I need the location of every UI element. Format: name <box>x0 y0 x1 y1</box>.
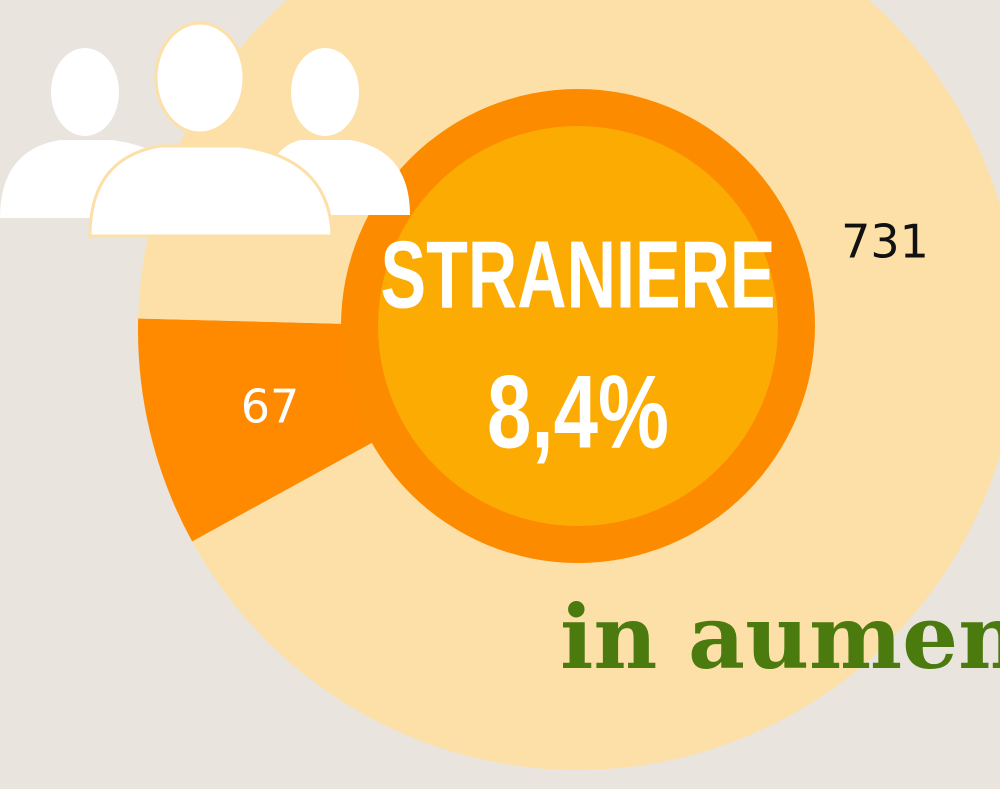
center-title: STRANIERE <box>381 221 776 328</box>
slice-label: 67 <box>241 380 300 434</box>
annotation: in aumento <box>560 585 1000 689</box>
center-disc <box>378 126 778 526</box>
slice-label: 731 <box>841 215 929 269</box>
center-value: 8,4% <box>487 354 669 470</box>
people-icon <box>0 21 410 238</box>
